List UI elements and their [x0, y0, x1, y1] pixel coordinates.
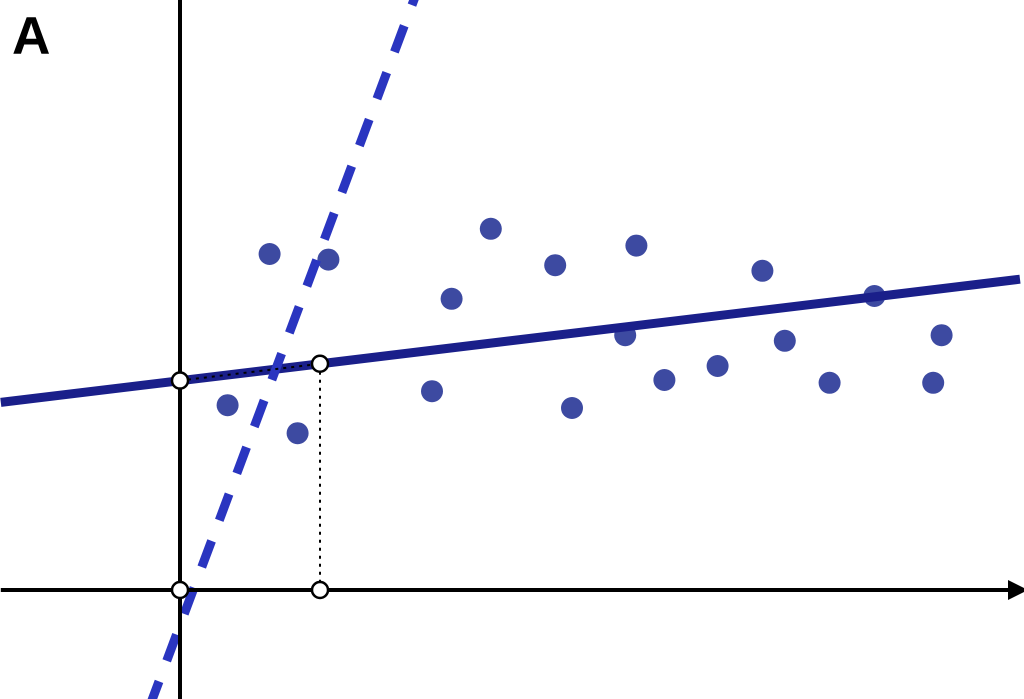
reference-marker-x-axis-origin: [172, 582, 188, 598]
data-point: [480, 218, 502, 240]
reference-marker-y-axis-intersection: [172, 373, 188, 389]
data-point: [751, 260, 773, 282]
panel-label-text: A: [12, 7, 50, 66]
scatter-regression-chart: A: [0, 0, 1024, 699]
data-point: [441, 288, 463, 310]
data-point: [707, 355, 729, 377]
data-point: [259, 243, 281, 265]
data-point: [561, 397, 583, 419]
data-point: [922, 372, 944, 394]
reference-marker-lines-intersection: [312, 356, 328, 372]
data-point: [819, 372, 841, 394]
data-point: [317, 249, 339, 271]
chart-svg: A: [0, 0, 1024, 699]
data-point: [625, 235, 647, 257]
data-point: [544, 254, 566, 276]
data-point: [653, 369, 675, 391]
data-point: [287, 422, 309, 444]
data-point: [421, 380, 443, 402]
data-point: [774, 330, 796, 352]
chart-background: [0, 0, 1024, 699]
data-point: [217, 394, 239, 416]
data-point: [931, 324, 953, 346]
reference-marker-x-drop-foot: [312, 582, 328, 598]
